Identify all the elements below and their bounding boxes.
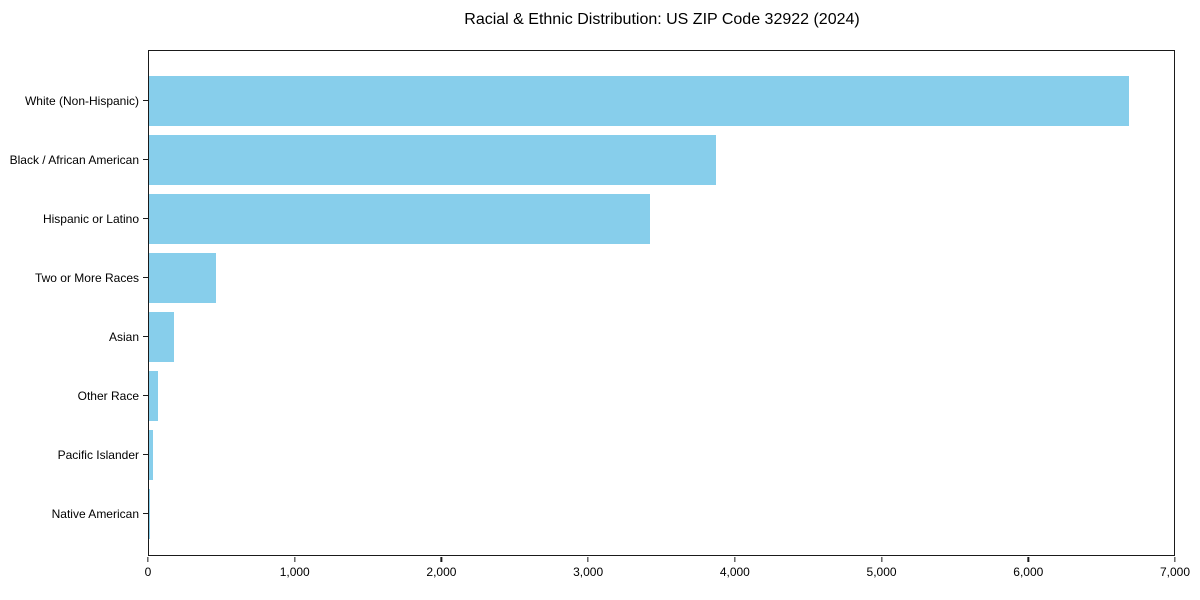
bar-row: White (Non-Hispanic) <box>25 71 1174 130</box>
chart-title: Racial & Ethnic Distribution: US ZIP Cod… <box>464 11 860 28</box>
y-tick-mark <box>143 276 148 278</box>
bar <box>149 488 150 539</box>
category-label: Black / African American <box>9 152 139 167</box>
bars-area: White (Non-Hispanic) Black / African Amer… <box>10 51 1174 555</box>
bar-row: Asian <box>109 307 1174 366</box>
x-tick-label: 2,000 <box>426 565 457 579</box>
bar <box>149 311 174 362</box>
x-tick-label: 4,000 <box>719 565 750 579</box>
bar <box>149 370 158 421</box>
category-label: White (Non-Hispanic) <box>24 93 139 108</box>
x-tick-mark <box>440 557 443 562</box>
bar <box>149 429 154 480</box>
x-tick-mark <box>147 557 149 562</box>
category-label: Two or More Races <box>34 270 139 285</box>
category-label: Asian <box>108 329 139 344</box>
x-tick-mark <box>880 557 883 562</box>
bar-row: Native American <box>52 484 1174 543</box>
y-tick-mark <box>143 512 148 514</box>
x-tick-mark <box>294 557 296 562</box>
bar <box>149 134 716 185</box>
bar <box>149 252 217 303</box>
y-tick-mark <box>143 394 148 396</box>
bar <box>149 75 1129 126</box>
x-tick-label: 5,000 <box>866 565 897 579</box>
y-tick-mark <box>143 99 148 101</box>
x-tick-mark <box>1174 557 1176 562</box>
x-tick-label: 7,000 <box>1159 565 1191 579</box>
x-tick-label: 3,000 <box>573 565 604 579</box>
category-label: Native American <box>51 506 139 521</box>
y-tick-mark <box>143 335 148 337</box>
y-tick-mark <box>143 158 148 160</box>
bar <box>149 193 650 244</box>
x-tick-label: 6,000 <box>1013 565 1044 579</box>
bar-row: Other Race <box>78 366 1174 425</box>
bar-row: Pacific Islander <box>58 425 1174 484</box>
plot-area: White (Non-Hispanic) Black / African Amer… <box>10 50 1175 556</box>
x-tick-mark <box>1027 557 1029 562</box>
x-tick-label: 1,000 <box>279 565 310 579</box>
category-label: Other Race <box>77 388 139 403</box>
bar-row: Black / African American <box>10 130 1174 189</box>
y-tick-mark <box>143 217 148 219</box>
category-label: Pacific Islander <box>57 447 139 462</box>
x-tick-label: 0 <box>144 565 152 579</box>
category-label: Hispanic or Latino <box>42 211 139 226</box>
x-tick-mark <box>587 557 589 562</box>
x-tick-mark <box>734 557 736 562</box>
bar-row: Hispanic or Latino <box>43 189 1174 248</box>
x-axis: 0 1,000 2,000 3,000 4,000 5,000 6,000 7,000 <box>144 556 1190 592</box>
bar-row: Two or More Races <box>35 248 1174 307</box>
y-tick-mark <box>143 453 148 455</box>
